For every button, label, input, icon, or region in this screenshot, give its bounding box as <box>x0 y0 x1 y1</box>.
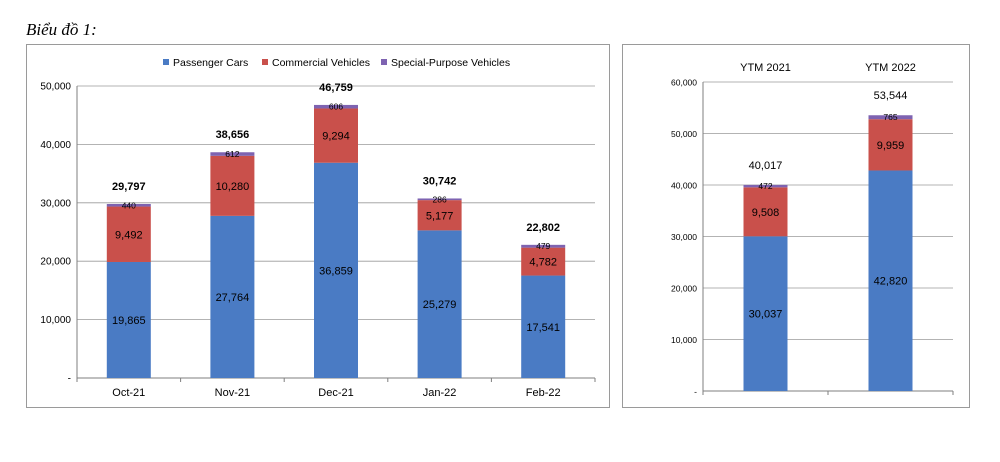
monthly-sales-chart: - 10,000 20,000 30,000 40,000 50,000 19,865 9,4… <box>26 44 610 408</box>
legend-swatch-passenger <box>163 59 169 65</box>
monthly-y-tick-label: 20,000 <box>40 257 71 268</box>
monthly-data-label: 19,865 <box>112 315 146 327</box>
monthly-total-label: 38,656 <box>216 129 250 141</box>
monthly-category-label: Feb-22 <box>526 387 561 399</box>
monthly-data-label: 9,294 <box>322 131 350 143</box>
monthly-data-label: 9,492 <box>115 229 143 241</box>
monthly-total-label: 46,759 <box>319 82 353 94</box>
monthly-total-label: 30,742 <box>423 175 457 187</box>
legend-label: Passenger Cars <box>173 57 248 69</box>
ytm-bar-special <box>868 115 913 120</box>
monthly-bar-passenger <box>417 230 462 378</box>
ytm-y-tick-label: 20,000 <box>671 284 697 294</box>
monthly-bar-commercial <box>417 200 462 231</box>
ytm-category-label: YTM 2021 <box>740 62 791 74</box>
monthly-data-label: 36,859 <box>319 265 353 277</box>
ytm-data-label: 765 <box>883 112 897 122</box>
ytm-y-tick-label: 40,000 <box>671 181 697 191</box>
legend-label: Commercial Vehicles <box>272 57 370 69</box>
monthly-bar-passenger <box>314 162 358 378</box>
monthly-category-label: Nov-21 <box>215 387 250 399</box>
ytm-data-label: 9,959 <box>877 140 905 152</box>
monthly-bar-commercial <box>210 155 255 216</box>
ytm-bar-commercial <box>743 187 788 237</box>
monthly-y-tick-label: 40,000 <box>40 140 71 151</box>
ytm-y-tick-label: 10,000 <box>671 335 697 345</box>
monthly-bar-special <box>210 152 255 156</box>
monthly-y-tick-label: 30,000 <box>40 198 71 209</box>
monthly-y-tick-label: - <box>68 374 71 385</box>
ytm-data-label: 9,508 <box>752 207 780 219</box>
legend-swatch-special <box>381 59 387 65</box>
monthly-bar-special <box>314 104 358 109</box>
monthly-data-label: 479 <box>536 241 550 251</box>
monthly-sales-chart-svg: - 10,000 20,000 30,000 40,000 50,000 19,865 9,4… <box>40 57 596 399</box>
monthly-bar-commercial <box>521 247 566 276</box>
ytm-data-label: 42,820 <box>874 276 908 288</box>
figure-caption: Biểu đồ 1: <box>26 20 97 39</box>
monthly-bar-special <box>417 198 462 201</box>
monthly-data-label: 286 <box>433 194 447 204</box>
ytm-bar-passenger <box>743 236 788 391</box>
monthly-bar-commercial <box>314 108 358 163</box>
ytm-sales-chart-svg: - 10,000 20,000 30,000 40,000 50,000 60,000 30,… <box>671 62 954 397</box>
monthly-bar-passenger <box>210 215 255 378</box>
monthly-bar-special <box>106 203 151 207</box>
monthly-data-label: 5,177 <box>426 210 454 222</box>
ytm-y-tick-label: - <box>694 387 697 397</box>
monthly-data-label: 27,764 <box>216 292 250 304</box>
ytm-total-label: 40,017 <box>749 160 783 172</box>
monthly-bar-commercial <box>106 206 151 262</box>
monthly-data-label: 612 <box>225 149 239 159</box>
ytm-bar-passenger <box>868 170 913 391</box>
monthly-bar-special <box>521 244 566 248</box>
monthly-data-label: 25,279 <box>423 299 457 311</box>
monthly-total-label: 22,802 <box>526 222 560 234</box>
monthly-category-label: Jan-22 <box>423 387 457 399</box>
ytm-y-tick-label: 30,000 <box>671 232 697 242</box>
legend-swatch-commercial <box>262 59 268 65</box>
ytm-sales-chart: - 10,000 20,000 30,000 40,000 50,000 60,000 30,… <box>622 44 970 408</box>
monthly-total-label: 29,797 <box>112 181 146 193</box>
ytm-y-tick-label: 60,000 <box>671 78 697 88</box>
monthly-data-label: 10,280 <box>216 181 250 193</box>
ytm-bar-special <box>743 184 788 188</box>
ytm-total-label: 53,544 <box>874 90 908 102</box>
monthly-data-label: 4,782 <box>529 257 557 269</box>
ytm-data-label: 472 <box>758 181 772 191</box>
ytm-category-label: YTM 2022 <box>865 62 916 74</box>
ytm-y-tick-label: 50,000 <box>671 129 697 139</box>
ytm-data-label: 30,037 <box>749 309 783 321</box>
monthly-y-tick-label: 50,000 <box>40 82 71 93</box>
monthly-bar-passenger <box>521 275 566 378</box>
monthly-data-label: 440 <box>122 200 136 210</box>
ytm-bar-commercial <box>868 119 913 171</box>
monthly-data-label: 606 <box>329 102 343 112</box>
monthly-category-label: Oct-21 <box>112 387 145 399</box>
monthly-category-label: Dec-21 <box>318 387 353 399</box>
monthly-y-tick-label: 10,000 <box>40 315 71 326</box>
monthly-bar-passenger <box>106 261 151 378</box>
monthly-data-label: 17,541 <box>526 322 560 334</box>
legend-label: Special-Purpose Vehicles <box>391 57 510 69</box>
